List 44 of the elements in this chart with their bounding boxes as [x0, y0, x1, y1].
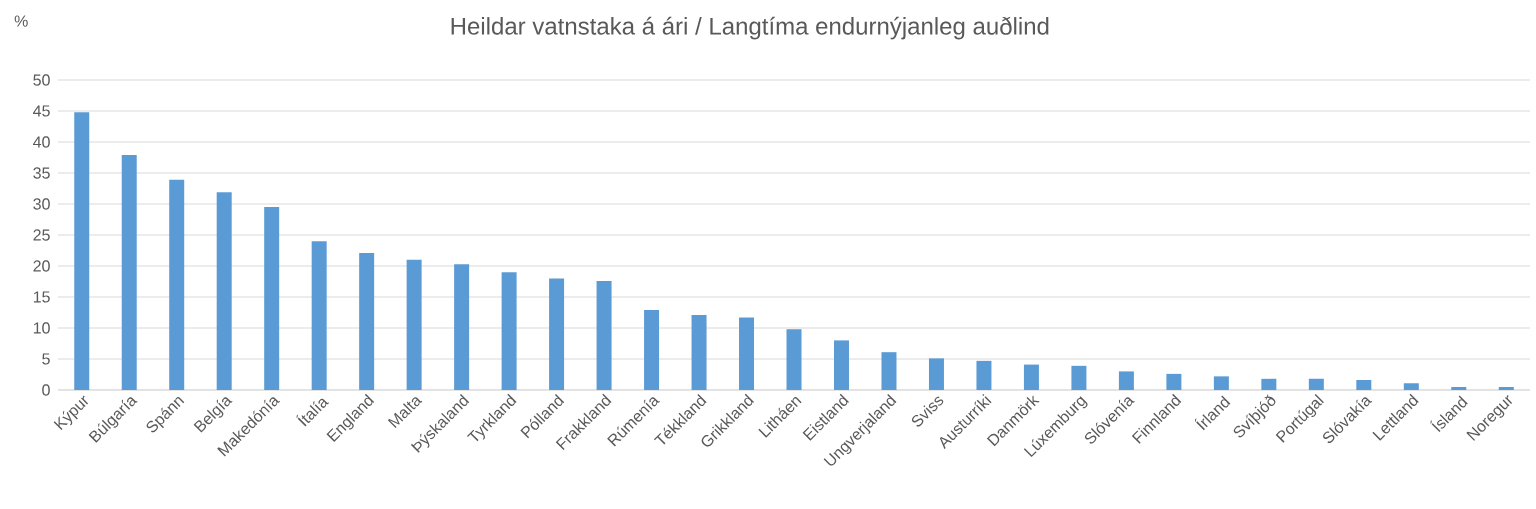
bar	[881, 352, 897, 390]
bar	[644, 310, 660, 390]
bar	[359, 252, 375, 390]
bar	[1071, 365, 1087, 390]
y-tick-label: 35	[33, 167, 50, 179]
bar	[1261, 378, 1277, 390]
bar	[1356, 380, 1372, 390]
y-tick-label: 45	[33, 105, 50, 117]
bar	[74, 112, 90, 390]
y-tick-label: 10	[33, 322, 50, 334]
bar	[596, 280, 612, 390]
y-axis-title: %	[14, 15, 28, 27]
bar	[1403, 383, 1419, 390]
bar	[121, 155, 137, 390]
bar	[1213, 376, 1229, 390]
y-tick-label: 25	[33, 229, 50, 241]
bar	[1118, 371, 1134, 390]
chart-title: Heildar vatnstaka á ári / Langtíma endurnýjanleg auðlind	[451, 16, 1049, 40]
bar	[549, 278, 565, 390]
bar	[264, 207, 280, 390]
bar	[739, 317, 755, 390]
bar	[1451, 386, 1467, 390]
bar	[311, 241, 327, 390]
bar	[834, 340, 849, 390]
bar	[691, 314, 707, 390]
bar	[169, 179, 185, 390]
bar	[1023, 364, 1039, 390]
bar	[501, 272, 517, 390]
bar	[786, 329, 802, 390]
bar	[1308, 378, 1324, 390]
y-tick-label: 0	[42, 384, 50, 396]
y-tick-label: 50	[33, 74, 50, 86]
bar	[216, 192, 232, 390]
bar	[976, 360, 992, 390]
bar	[454, 264, 470, 390]
bar	[928, 358, 944, 390]
y-tick-label: 5	[42, 353, 50, 365]
y-tick-label: 40	[33, 136, 50, 148]
bar	[1166, 373, 1182, 390]
y-tick-label: 15	[33, 291, 50, 303]
bar	[1498, 386, 1514, 390]
y-tick-label: 20	[33, 260, 50, 272]
bar	[406, 259, 422, 390]
y-tick-label: 30	[33, 198, 50, 210]
